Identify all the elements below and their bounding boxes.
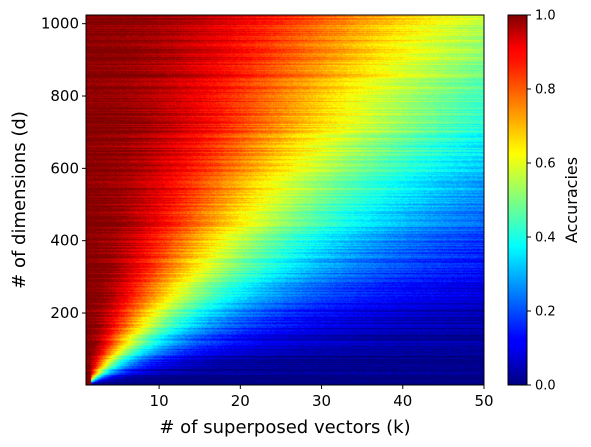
y-tick-label: 800 <box>50 87 79 105</box>
y-tick-label: 200 <box>50 304 79 322</box>
colorbar-tick-label: 0.4 <box>535 231 556 246</box>
colorbar-label: Accuracies <box>562 157 581 243</box>
colorbar-tick-label: 1.0 <box>535 9 556 24</box>
colorbar-tick-label: 0.8 <box>535 83 556 98</box>
y-tick-label: 1000 <box>41 15 79 33</box>
colorbar-tick-label: 0.0 <box>535 379 556 394</box>
heatmap-image <box>86 15 484 385</box>
x-tick-label: 40 <box>393 392 412 410</box>
y-tick-label: 600 <box>50 159 79 177</box>
y-axis: 200 400 600 800 1000 <box>41 15 86 322</box>
x-tick-label: 20 <box>231 392 250 410</box>
colorbar-ticks: 0.0 0.2 0.4 0.6 0.8 1.0 <box>527 9 556 394</box>
colorbar: 0.0 0.2 0.4 0.6 0.8 1.0 Accuracies <box>507 9 581 394</box>
plot-area <box>85 14 485 386</box>
x-axis: 10 20 30 40 50 <box>150 385 494 410</box>
plot-frame <box>85 14 485 386</box>
x-tick-label: 30 <box>312 392 331 410</box>
x-axis-label: # of superposed vectors (k) <box>159 417 410 438</box>
x-tick-label: 10 <box>150 392 169 410</box>
colorbar-tick-label: 0.2 <box>535 305 556 320</box>
colorbar-gradient <box>507 14 528 386</box>
colorbar-tick-label: 0.6 <box>535 157 556 172</box>
y-axis-label: # of dimensions (d) <box>9 111 30 289</box>
y-tick-label: 400 <box>50 232 79 250</box>
x-tick-label: 50 <box>474 392 493 410</box>
